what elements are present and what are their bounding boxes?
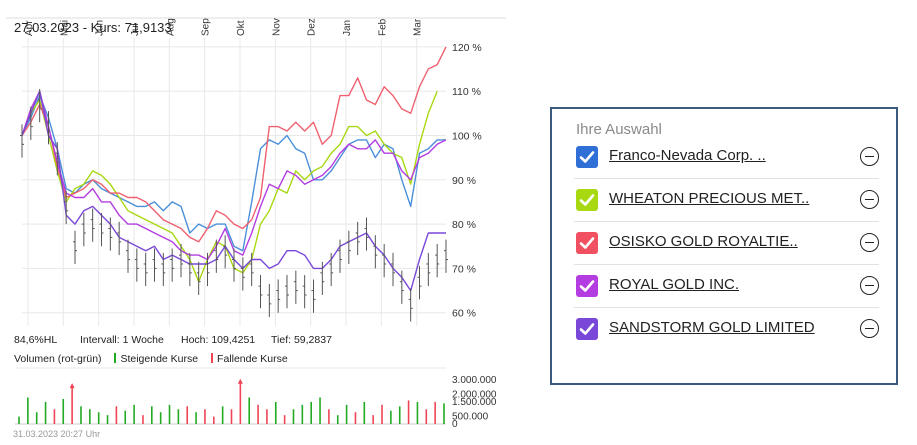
- x-tick-label: Sep: [201, 18, 212, 36]
- remove-icon[interactable]: [860, 190, 879, 209]
- divider: [574, 264, 879, 265]
- check-icon: [579, 280, 595, 292]
- y-tick-label: 120 %: [452, 42, 482, 54]
- series-line: [21, 94, 446, 252]
- chart-date: 27.03.2023: [14, 20, 80, 35]
- volume-tick-label: 1.500.000: [452, 397, 497, 408]
- volume-tick-label: 2.000.000: [452, 390, 497, 401]
- x-tick-label: Mar: [413, 18, 424, 36]
- selection-link-royal-gold[interactable]: ROYAL GOLD INC.: [609, 276, 740, 293]
- x-tick-label: Okt: [236, 20, 247, 36]
- x-tick-label: Jun: [95, 20, 106, 36]
- volume-tick-label: 500.000: [452, 412, 489, 423]
- y-tick-label: 60 %: [452, 308, 476, 320]
- selection-link-osisko[interactable]: OSISKO GOLD ROYALTIE..: [609, 233, 798, 250]
- y-tick-label: 90 %: [452, 175, 476, 187]
- selection-item-royal-gold[interactable]: ROYAL GOLD INC.: [574, 266, 879, 306]
- divider: [574, 178, 879, 179]
- volume-tick-label: 3.000.000: [452, 375, 497, 386]
- checkbox-osisko[interactable]: [576, 232, 598, 254]
- volume-arrow-icon: [69, 383, 75, 389]
- stat-hl: 84,6%HL: [14, 334, 58, 346]
- x-tick-label: Jan: [342, 20, 353, 36]
- selection-item-osisko[interactable]: OSISKO GOLD ROYALTIE..: [574, 223, 879, 263]
- volume-legend: Volumen (rot-grün) Steigende Kurse Falle…: [14, 353, 288, 365]
- chart-header-separator: -: [82, 20, 88, 35]
- checkbox-royal-gold[interactable]: [576, 275, 598, 297]
- selection-panel: Ihre Auswahl Franco-Nevada Corp. .. WHEA…: [550, 107, 898, 385]
- volume-tick-label: 0: [452, 419, 458, 430]
- checkbox-franco-nevada[interactable]: [576, 146, 598, 168]
- remove-icon[interactable]: [860, 319, 879, 338]
- x-tick-label: Mai: [59, 20, 70, 36]
- selection-link-franco-nevada[interactable]: Franco-Nevada Corp. ..: [609, 147, 766, 164]
- x-tick-label: Apr: [24, 20, 35, 36]
- series-line: [21, 46, 447, 243]
- stat-low: Tief: 59,2837: [271, 334, 332, 346]
- y-tick-label: 80 %: [452, 219, 476, 231]
- selection-item-franco-nevada[interactable]: Franco-Nevada Corp. ..: [574, 137, 879, 177]
- selection-item-wheaton[interactable]: WHEATON PRECIOUS MET..: [574, 180, 879, 220]
- y-tick-label: 70 %: [452, 263, 476, 275]
- y-tick-label: 100 %: [452, 130, 482, 142]
- remove-icon[interactable]: [860, 147, 879, 166]
- series-line: [21, 90, 438, 283]
- price-value: 71,9133: [124, 20, 172, 35]
- rising-marker: [114, 353, 117, 363]
- divider: [574, 221, 879, 222]
- falling-label: Fallende Kurse: [217, 353, 288, 365]
- price-chart[interactable]: 60 % 70 % 80 % 90 % 100 % 110 % 120 % Apr Mai Jun…: [0, 0, 520, 445]
- x-tick-label: Dez: [307, 18, 318, 36]
- checkbox-wheaton[interactable]: [576, 189, 598, 211]
- x-tick-label: Aug: [165, 18, 176, 36]
- y-tick-label: 110 %: [452, 86, 481, 98]
- chart-header: 27.03.2023 - Kurs: 71,9133: [14, 20, 172, 35]
- selection-item-sandstorm[interactable]: SANDSTORM GOLD LIMITED: [574, 309, 879, 349]
- check-icon: [579, 323, 595, 335]
- selection-link-wheaton[interactable]: WHEATON PRECIOUS MET..: [609, 190, 810, 207]
- x-tick-label: Jul: [130, 23, 141, 36]
- x-tick-label: Feb: [377, 18, 388, 36]
- volume-arrow-icon: [237, 378, 243, 384]
- stat-interval: Intervall: 1 Woche: [80, 334, 164, 346]
- selection-link-sandstorm[interactable]: SANDSTORM GOLD LIMITED: [609, 319, 815, 336]
- check-icon: [579, 151, 595, 163]
- remove-icon[interactable]: [860, 276, 879, 295]
- divider: [574, 307, 879, 308]
- volume-label: Volumen (rot-grün): [14, 353, 102, 365]
- footer-timestamp: 31.03.2023 20:27 Uhr: [13, 429, 101, 439]
- check-icon: [579, 194, 595, 206]
- price-label: Kurs:: [90, 20, 122, 35]
- check-icon: [579, 237, 595, 249]
- checkbox-sandstorm[interactable]: [576, 318, 598, 340]
- x-tick-label: Nov: [271, 18, 282, 36]
- panel-title: Ihre Auswahl: [576, 121, 662, 138]
- series-line: [21, 90, 447, 261]
- rising-label: Steigende Kurse: [120, 353, 199, 365]
- remove-icon[interactable]: [860, 233, 879, 252]
- stat-high: Hoch: 109,4251: [181, 334, 256, 346]
- falling-marker: [211, 353, 214, 363]
